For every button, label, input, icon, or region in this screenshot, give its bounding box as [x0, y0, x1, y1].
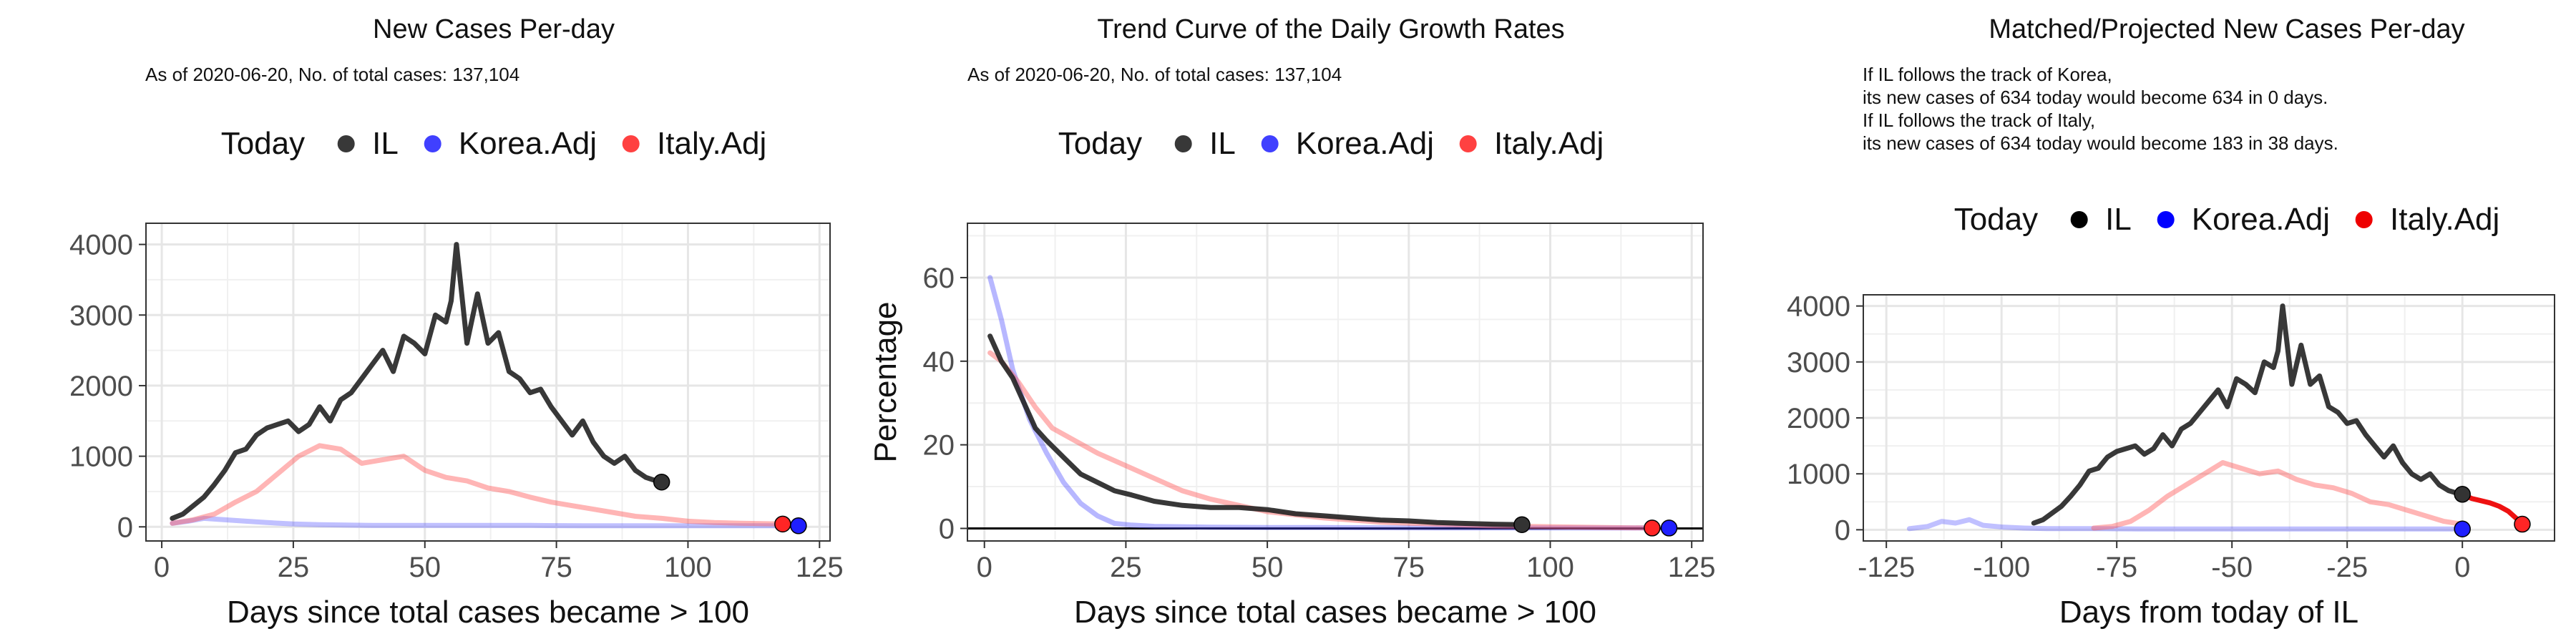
legend-korea-dot — [2157, 211, 2175, 228]
x-tick-label: 0 — [2454, 552, 2470, 583]
legend: Today IL Korea.Adj Italy.Adj — [1954, 202, 2500, 238]
x-tick-label: -75 — [2096, 552, 2137, 583]
legend-korea-label: Korea.Adj — [1295, 126, 1435, 161]
legend-il-label: IL — [372, 126, 399, 161]
y-tick-label: 3000 — [69, 300, 133, 331]
series-line-italy-adj-projected- — [2459, 492, 2525, 527]
chart-title: Matched/Projected New Cases Per-day — [1989, 14, 2465, 44]
today-point-italy-adj — [2514, 515, 2531, 533]
legend-italy-label: Italy.Adj — [1494, 126, 1604, 161]
legend-italy-dot — [2356, 211, 2373, 228]
legend: Today IL Korea.Adj Italy.Adj — [221, 126, 767, 162]
y-tick-label: 0 — [939, 513, 955, 545]
plot-border — [145, 223, 831, 542]
today-point-korea-adj — [1660, 519, 1678, 537]
legend-korea-dot — [1261, 135, 1279, 152]
today-point-italy-adj — [1644, 519, 1661, 537]
y-tick-label: 40 — [923, 346, 955, 378]
legend-italy-label: Italy.Adj — [2390, 202, 2500, 237]
legend-korea-label: Korea.Adj — [2191, 202, 2331, 237]
panel-growth-rates: Trend Curve of the Daily Growth Rates As… — [859, 0, 1717, 644]
series-line-korea-adj — [1906, 517, 2465, 532]
x-tick-label: -50 — [2211, 552, 2253, 583]
projected-cases-chart: -125 -100 -75 -50 -25 0 0 1000 2000 3000 4000 Days … — [1787, 291, 2555, 630]
chart-subtitle: As of 2020-06-20, No. of total cases: 13… — [967, 64, 1342, 85]
x-tick-label: 25 — [278, 552, 310, 583]
x-tick-label: -125 — [1858, 552, 1915, 583]
chart-subtitle: As of 2020-06-20, No. of total cases: 13… — [145, 64, 520, 85]
x-tick-label: -25 — [2326, 552, 2368, 583]
projection-notes: If IL follows the track of Korea, its ne… — [1863, 63, 2338, 155]
legend-il-dot — [338, 135, 356, 152]
x-axis-label: Days from today of IL — [2059, 595, 2358, 630]
x-tick-label: 50 — [409, 552, 441, 583]
note-line: its new cases of 634 today would become … — [1863, 132, 2338, 154]
chart-title: Trend Curve of the Daily Growth Rates — [1097, 14, 1565, 44]
plot-background — [146, 223, 830, 541]
legend-il-dot — [1175, 135, 1193, 152]
legend-il-label: IL — [1209, 126, 1236, 161]
y-tick-label: 0 — [1835, 514, 1850, 546]
note-line: If IL follows the track of Korea, — [1863, 64, 2112, 85]
x-tick-label: 100 — [1526, 552, 1574, 583]
x-tick-label: 100 — [664, 552, 712, 583]
x-axis-label: Days since total cases became > 100 — [1074, 595, 1596, 630]
legend-il-label: IL — [2105, 202, 2132, 237]
x-tick-label: 75 — [540, 552, 572, 583]
y-tick-label: 2000 — [1787, 403, 1850, 434]
y-tick-label: 60 — [923, 263, 955, 294]
x-tick-label: 125 — [1668, 552, 1716, 583]
legend: Today IL Korea.Adj Italy.Adj — [1058, 126, 1604, 162]
x-tick-label: -100 — [1973, 552, 2030, 583]
note-line: If IL follows the track of Italy, — [1863, 109, 2096, 131]
y-tick-label: 20 — [923, 430, 955, 462]
y-axis-label: Percentage — [868, 301, 903, 462]
series-line-il — [987, 333, 1525, 527]
today-point-il — [1513, 516, 1531, 533]
new-cases-chart: 0 25 50 75 100 125 0 1000 2000 3000 4000 Days since… — [69, 223, 844, 630]
legend-title: Today — [220, 126, 306, 161]
series-line-korea-adj — [170, 515, 801, 529]
y-tick-label: 1000 — [1787, 459, 1850, 490]
x-tick-label: 75 — [1393, 552, 1425, 583]
y-tick-label: 4000 — [1787, 291, 1850, 323]
x-tick-label: 25 — [1110, 552, 1142, 583]
series-line-il — [170, 242, 665, 521]
legend-title: Today — [1953, 202, 2039, 237]
plot-border — [967, 223, 1704, 542]
legend-korea-label: Korea.Adj — [458, 126, 597, 161]
legend-title: Today — [1058, 126, 1143, 161]
series-line-italy-adj — [2091, 460, 2465, 531]
series-line-italy-adj — [170, 443, 786, 527]
legend-korea-dot — [424, 135, 441, 152]
chart-title: New Cases Per-day — [373, 14, 615, 44]
legend-il-dot — [2071, 211, 2089, 228]
panel-projected: Matched/Projected New Cases Per-day If I… — [1717, 0, 2576, 644]
today-point-italy-adj — [774, 515, 791, 533]
today-point-korea-adj — [2454, 520, 2471, 537]
x-tick-label: 50 — [1252, 552, 1284, 583]
legend-italy-dot — [1460, 135, 1478, 152]
today-point-il — [653, 473, 670, 491]
y-tick-label: 2000 — [69, 371, 133, 402]
legend-italy-dot — [623, 135, 640, 152]
growth-rate-chart: 0 25 50 75 100 125 0 20 40 60 Days since total cas… — [868, 223, 1716, 630]
series-line-il — [2031, 303, 2465, 526]
y-tick-label: 3000 — [1787, 347, 1850, 379]
plot-background — [967, 223, 1703, 541]
x-tick-label: 0 — [977, 552, 992, 583]
note-line: its new cases of 634 today would become … — [1863, 87, 2328, 108]
y-tick-label: 0 — [117, 512, 133, 543]
plot-border — [1863, 294, 2555, 542]
y-tick-label: 1000 — [69, 441, 133, 473]
today-point-il — [2454, 486, 2471, 503]
x-tick-label: 0 — [154, 552, 170, 583]
x-tick-label: 125 — [796, 552, 844, 583]
y-tick-label: 4000 — [69, 230, 133, 261]
legend-italy-label: Italy.Adj — [657, 126, 767, 161]
x-axis-label: Days since total cases became > 100 — [227, 595, 749, 630]
today-point-korea-adj — [790, 517, 807, 535]
panel-new-cases: New Cases Per-day As of 2020-06-20, No. … — [0, 0, 859, 644]
